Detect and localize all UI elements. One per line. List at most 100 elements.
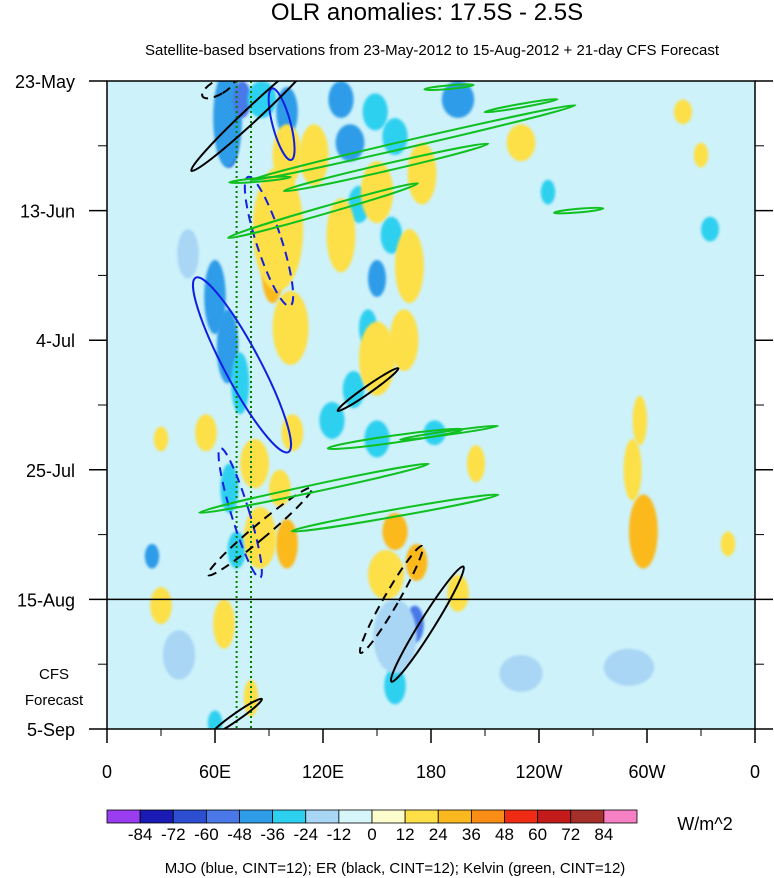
anomaly-blob-41 — [299, 124, 329, 186]
anomaly-blob-30 — [207, 710, 223, 729]
colorbar-box-3 — [205, 809, 240, 824]
colorbar-label-11: 48 — [495, 825, 514, 844]
anomaly-blob-44 — [359, 321, 395, 396]
anomaly-blob-42 — [326, 198, 356, 273]
y-tick-label-0: 23-May — [15, 72, 75, 92]
contour-legend-footer: MJO (blue, CINT=12); ER (black, CINT=12)… — [165, 860, 626, 877]
y-tick-label-3: 25-Jul — [26, 461, 75, 481]
colorbar-label-8: 12 — [396, 825, 415, 844]
colorbar-box-9 — [404, 809, 439, 824]
colorbar-box-4 — [239, 809, 274, 824]
kelvin-contour-6 — [399, 424, 499, 441]
anomaly-blob-12 — [380, 216, 403, 254]
anomaly-blob-70 — [467, 445, 485, 483]
anomaly-blob-60 — [693, 142, 709, 168]
colorbar-box-8 — [371, 809, 406, 824]
colorbar-box-12 — [504, 809, 539, 824]
anomaly-blob-40 — [272, 290, 309, 365]
colorbar-label-3: -48 — [227, 825, 252, 844]
anomaly-blob-28 — [384, 667, 406, 705]
anomaly-blob-58 — [506, 124, 536, 162]
anomaly-blob-54 — [240, 438, 269, 489]
colorbar-label-10: 36 — [462, 825, 481, 844]
colorbar-box-2 — [172, 809, 207, 824]
anomaly-blob-62 — [629, 494, 658, 569]
colorbar-label-4: -36 — [260, 825, 285, 844]
anomaly-blob-35 — [499, 654, 543, 692]
forecast-label-line2: Forecast — [25, 692, 84, 709]
anomaly-blob-13 — [368, 259, 386, 297]
colorbar-label-6: -12 — [327, 825, 352, 844]
mjo-contour-2 — [191, 276, 293, 454]
kelvin-contour-1 — [282, 142, 490, 193]
y-tick-label-4: 15-Aug — [17, 590, 75, 610]
kelvin-contour-9 — [553, 206, 605, 215]
anomaly-blob-32 — [540, 179, 556, 205]
anomaly-blob-51 — [276, 519, 298, 569]
x-tick-label-0: 0 — [102, 762, 112, 782]
colorbar-box-0 — [106, 809, 141, 824]
anomaly-blob-66 — [150, 587, 172, 625]
anomaly-blob-23 — [220, 463, 239, 513]
colorbar-box-10 — [437, 809, 472, 824]
kelvin-contour-2 — [227, 182, 419, 240]
colorbar-box-7 — [338, 809, 373, 824]
colorbar-units: W/m^2 — [677, 814, 732, 834]
kelvin-contour-3 — [483, 98, 559, 114]
anomaly-blob-24 — [227, 531, 246, 569]
er-contour-0 — [190, 81, 319, 173]
anomaly-blob-67 — [213, 599, 235, 649]
anomaly-blob-19 — [204, 259, 226, 335]
y-tick-label-1: 13-Jun — [20, 202, 75, 222]
mjo-contour-3 — [217, 447, 263, 579]
anomaly-blob-69 — [447, 574, 469, 612]
anomaly-blob-22 — [177, 229, 199, 279]
anomaly-blob-50 — [368, 550, 404, 600]
reference-lines — [235, 81, 252, 729]
anomaly-blob-29 — [373, 599, 417, 674]
anomaly-blob-65 — [720, 531, 736, 557]
anomaly-blob-56 — [195, 414, 217, 452]
kelvin-contour-7 — [198, 462, 430, 514]
wave-contours — [190, 81, 605, 729]
er-contour-1 — [201, 81, 237, 100]
colorbar-box-1 — [139, 809, 174, 824]
er-contour-5 — [389, 565, 465, 683]
anomaly-blob-25 — [144, 543, 160, 569]
anomaly-blob-46 — [395, 229, 424, 304]
colorbar-box-5 — [272, 809, 307, 824]
anomaly-blob-47 — [407, 142, 437, 205]
anomaly-blob-6 — [362, 93, 388, 131]
anomaly-blob-33 — [701, 216, 719, 242]
y-tick-label-2: 4-Jul — [36, 331, 75, 351]
x-tick-label-6: 0 — [750, 762, 760, 782]
colorbar-label-9: 24 — [429, 825, 448, 844]
x-tick-label-2: 120E — [302, 762, 344, 782]
kelvin-contour-8 — [290, 493, 500, 533]
kelvin-contour-4 — [423, 83, 475, 91]
x-tick-label-1: 60E — [199, 762, 231, 782]
kelvin-contour-10 — [228, 175, 292, 184]
colorbar-label-5: -24 — [293, 825, 318, 844]
anomaly-field — [144, 81, 736, 729]
anomaly-blob-59 — [674, 99, 692, 125]
anomaly-blob-57 — [153, 426, 169, 452]
chart-subtitle: Satellite-based bservations from 23-May-… — [145, 42, 720, 59]
anomaly-blob-63 — [623, 438, 642, 501]
er-contour-4 — [358, 544, 424, 654]
x-tick-label-5: 60W — [628, 762, 665, 782]
colorbar-box-6 — [305, 809, 340, 824]
x-tick-label-4: 120W — [515, 762, 562, 782]
er-contour-3 — [206, 486, 314, 577]
colorbar-label-14: 84 — [594, 825, 613, 844]
y-tick-label-5: 5-Sep — [27, 720, 75, 740]
er-contour-6 — [210, 697, 263, 729]
colorbar: -84 -72 -60 -48 -36 -24 -12 0 12 24 36 48 60 72 84 — [106, 809, 638, 844]
colorbar-label-0: -84 — [128, 825, 153, 844]
anomaly-blob-34 — [603, 648, 655, 686]
kelvin-contour-0 — [249, 104, 577, 182]
anomaly-blob-5 — [328, 81, 354, 119]
colorbar-box-11 — [470, 809, 505, 824]
colorbar-label-7: 0 — [367, 825, 376, 844]
x-tick-label-3: 180 — [416, 762, 446, 782]
